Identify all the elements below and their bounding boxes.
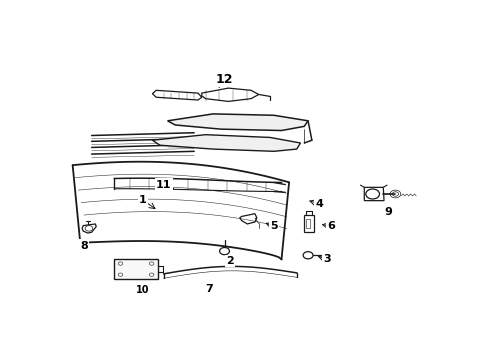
Text: 11: 11 bbox=[156, 180, 171, 190]
Text: 9: 9 bbox=[384, 207, 392, 217]
Text: 5: 5 bbox=[270, 221, 278, 231]
Text: 8: 8 bbox=[80, 240, 88, 251]
Bar bbox=[306, 219, 310, 228]
Bar bbox=[213, 120, 267, 126]
Text: 12: 12 bbox=[216, 73, 233, 86]
Text: 7: 7 bbox=[205, 284, 213, 293]
Text: 10: 10 bbox=[136, 285, 149, 295]
Polygon shape bbox=[152, 135, 300, 151]
Text: 1: 1 bbox=[139, 195, 147, 205]
Text: 6: 6 bbox=[327, 221, 335, 231]
Text: 3: 3 bbox=[323, 255, 331, 264]
Bar bbox=[115, 260, 158, 279]
Polygon shape bbox=[168, 114, 308, 131]
Text: 2: 2 bbox=[226, 256, 234, 266]
Text: 4: 4 bbox=[316, 199, 323, 209]
